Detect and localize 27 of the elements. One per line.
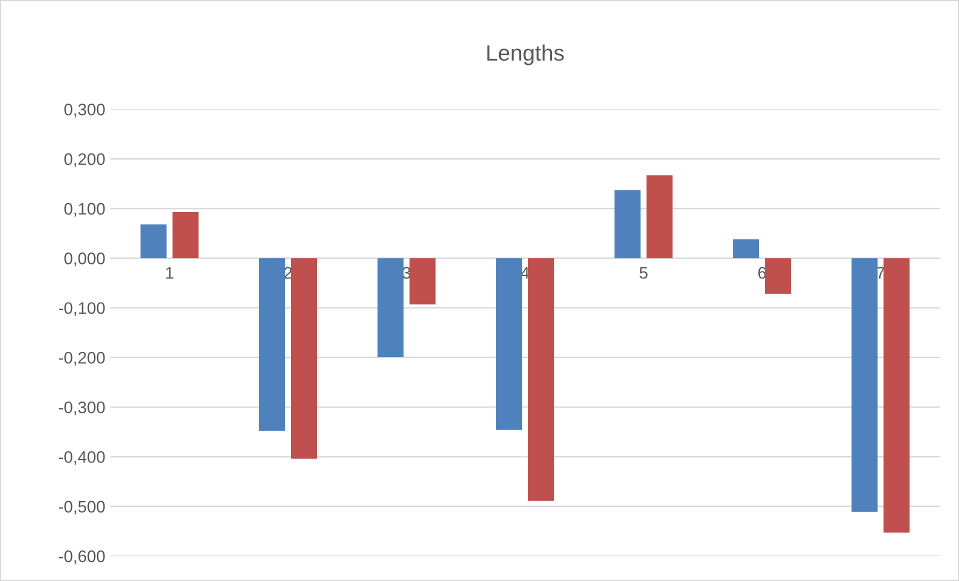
x-tick-label: 1: [166, 267, 174, 279]
bar: [733, 239, 760, 258]
bar: [410, 258, 436, 304]
bar: [378, 258, 404, 357]
y-tick-label: -0,100: [58, 302, 105, 316]
bar: [140, 224, 167, 258]
bar: [884, 258, 910, 533]
y-tick-label: 0,100: [64, 202, 105, 217]
chart-title: Lengths: [487, 44, 564, 66]
bar: [291, 258, 318, 459]
y-tick-label: -0,300: [58, 401, 105, 416]
bar: [259, 258, 286, 431]
y-tick-label: -0,500: [58, 500, 105, 515]
y-tick-label: -0,600: [58, 550, 105, 564]
y-tick-label: 0,300: [64, 104, 105, 118]
bar: [765, 258, 792, 294]
bar: [172, 212, 199, 258]
bar: [614, 190, 641, 258]
y-tick-label: -0,200: [58, 352, 105, 366]
bar: [528, 258, 554, 501]
bar: [496, 258, 522, 430]
bar: [852, 258, 878, 512]
y-tick-label: -0,400: [58, 451, 105, 465]
x-tick-label: 5: [640, 267, 648, 279]
y-tick-label: 0,000: [64, 252, 105, 266]
y-tick-label: 0,200: [64, 153, 105, 168]
bar: [646, 175, 673, 258]
